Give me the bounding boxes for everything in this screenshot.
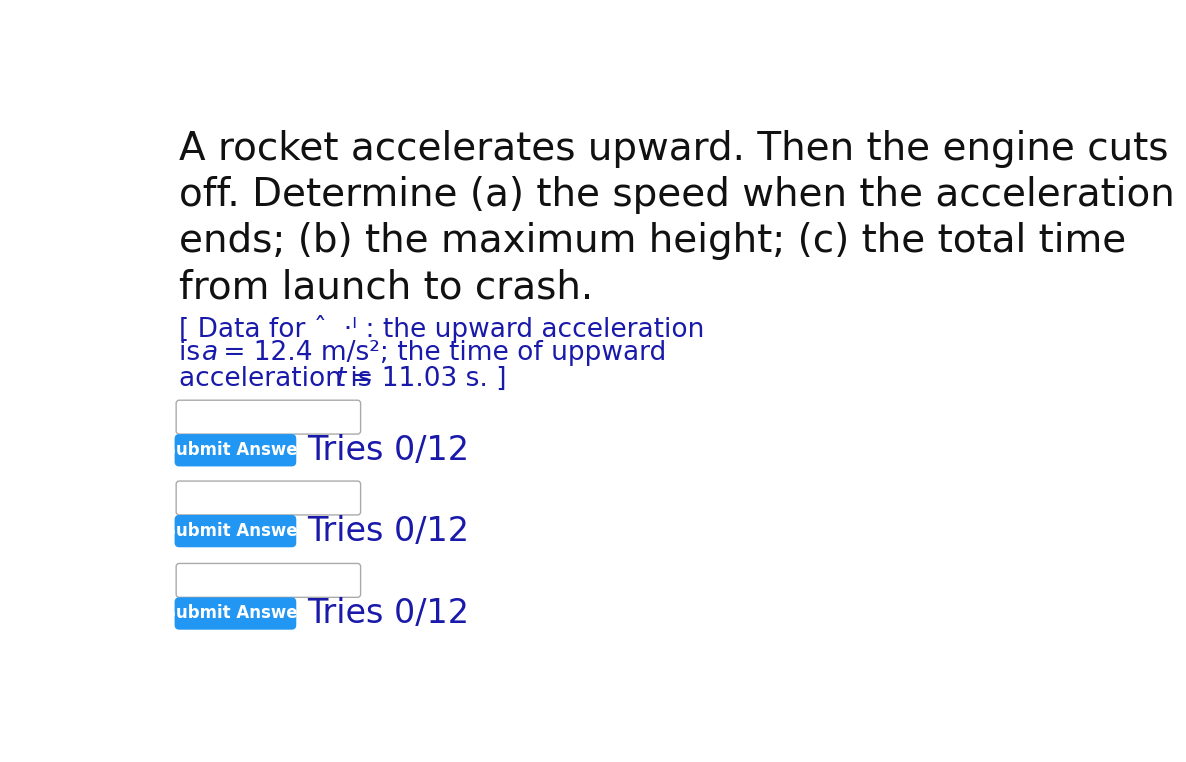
Text: A rocket accelerates upward. Then the engine cuts: A rocket accelerates upward. Then the en… [179,130,1168,168]
Text: acceleration is: acceleration is [179,366,381,392]
Text: t: t [334,366,345,392]
Text: from launch to crash.: from launch to crash. [179,268,593,306]
Text: Submit Answer: Submit Answer [165,522,306,540]
Text: a: a [202,340,218,367]
Text: is: is [179,340,209,367]
Text: = 12.4 m/s²; the time of uppward: = 12.4 m/s²; the time of uppward [215,340,665,367]
FancyBboxPatch shape [174,434,296,466]
Text: Submit Answer: Submit Answer [165,604,306,623]
Text: off. Determine (a) the speed when the acceleration: off. Determine (a) the speed when the ac… [179,176,1175,214]
Text: Tries 0/12: Tries 0/12 [307,597,470,630]
Text: Tries 0/12: Tries 0/12 [307,434,470,467]
Text: [ Data for ˆ  ·ᴵ : the upward acceleration: [ Data for ˆ ·ᴵ : the upward acceleratio… [179,315,704,343]
FancyBboxPatch shape [177,563,361,597]
Text: ends; (b) the maximum height; (c) the total time: ends; (b) the maximum height; (c) the to… [179,223,1127,261]
FancyBboxPatch shape [177,481,361,515]
FancyBboxPatch shape [174,597,296,629]
FancyBboxPatch shape [174,515,296,547]
Text: Tries 0/12: Tries 0/12 [307,514,470,548]
Text: Submit Answer: Submit Answer [165,441,306,459]
Text: = 11.03 s. ]: = 11.03 s. ] [343,366,506,392]
FancyBboxPatch shape [177,400,361,434]
